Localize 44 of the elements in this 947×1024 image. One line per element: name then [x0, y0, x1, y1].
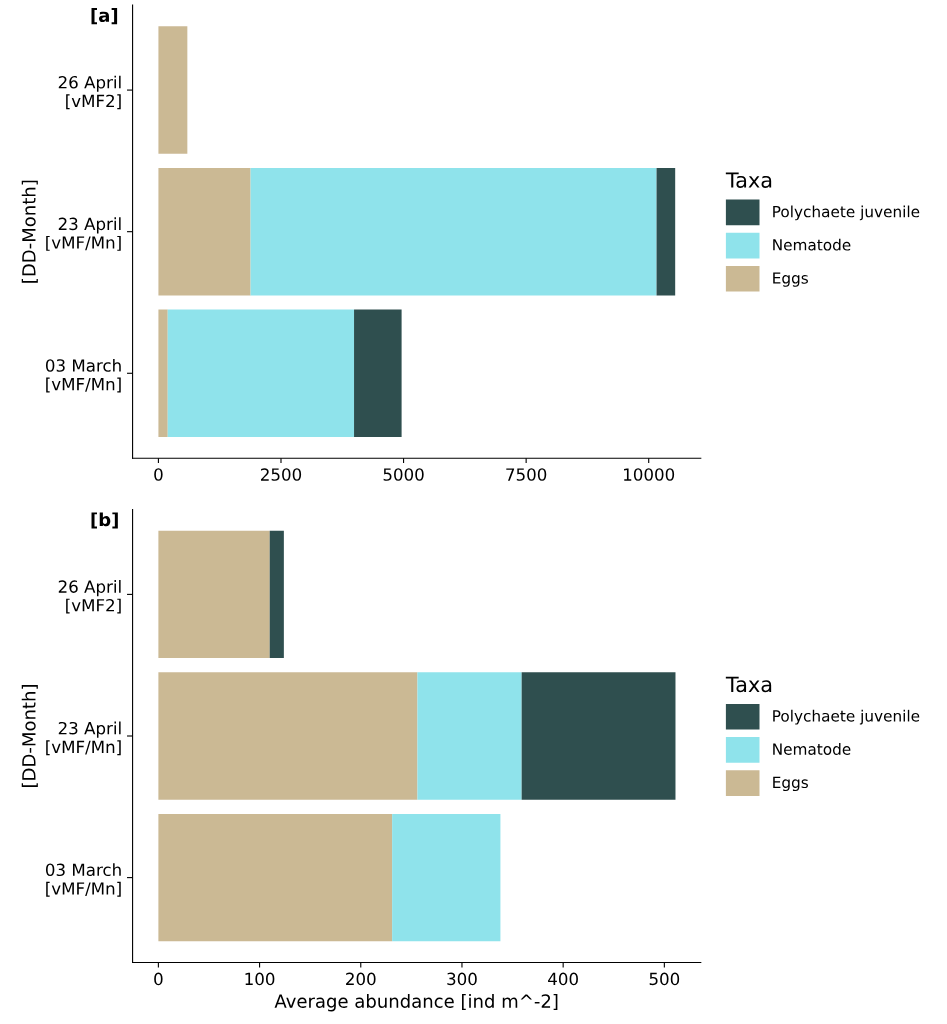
x-tick-label: 200	[346, 972, 376, 986]
bar	[158, 26, 188, 154]
bar	[250, 167, 657, 296]
y-tick-label: 26 April [vMF2]	[58, 75, 121, 110]
bar	[158, 530, 270, 659]
bar	[392, 813, 501, 942]
legend-label: Polychaete juvenile	[773, 205, 920, 221]
y-tick-label: 23 April [vMF/Mn]	[46, 217, 121, 251]
legend-label: Nematode	[773, 238, 851, 251]
legend-title: Taxa	[725, 172, 772, 188]
x-tick-label: 300	[447, 972, 477, 986]
y-tick-label: 03 March [vMF/Mn]	[45, 863, 121, 897]
bar	[269, 530, 284, 659]
x-tick-label: 7500	[506, 468, 547, 481]
bar	[158, 167, 251, 296]
y-tick-label: 26 April [vMF2]	[58, 580, 121, 614]
bar	[158, 309, 168, 437]
x-tick-label: 10000	[624, 468, 675, 481]
chart-title: [b]	[91, 512, 118, 529]
x-tick-label: 500	[649, 972, 680, 986]
legend-title: Taxa	[725, 676, 772, 693]
bar	[521, 672, 676, 800]
x-tick-label: 5000	[383, 468, 424, 481]
chart-title: [a]	[91, 8, 118, 25]
y-axis-title: [DD-Month]	[21, 685, 38, 787]
bar	[656, 167, 676, 296]
bar	[417, 672, 522, 800]
legend-label: Polychaete juvenile	[773, 709, 920, 725]
y-axis-title: [DD-Month]	[21, 180, 38, 283]
x-tick-label: 0	[154, 972, 163, 986]
x-axis-title: Average abundance [ind m^-2]	[274, 993, 558, 1012]
legend-label: Eggs	[773, 272, 808, 287]
bar	[354, 309, 402, 437]
bar	[158, 672, 418, 800]
legend-label: Eggs	[773, 776, 808, 792]
bar	[167, 309, 355, 437]
x-tick-label: 2500	[261, 468, 302, 481]
x-tick-label: 0	[154, 468, 163, 481]
legend-label: Nematode	[773, 743, 851, 755]
y-tick-label: 23 April [vMF/Mn]	[46, 721, 121, 756]
x-tick-label: 400	[548, 972, 578, 986]
y-tick-label: 03 March [vMF/Mn]	[45, 358, 121, 393]
x-tick-label: 100	[245, 972, 275, 986]
bar	[158, 813, 393, 942]
